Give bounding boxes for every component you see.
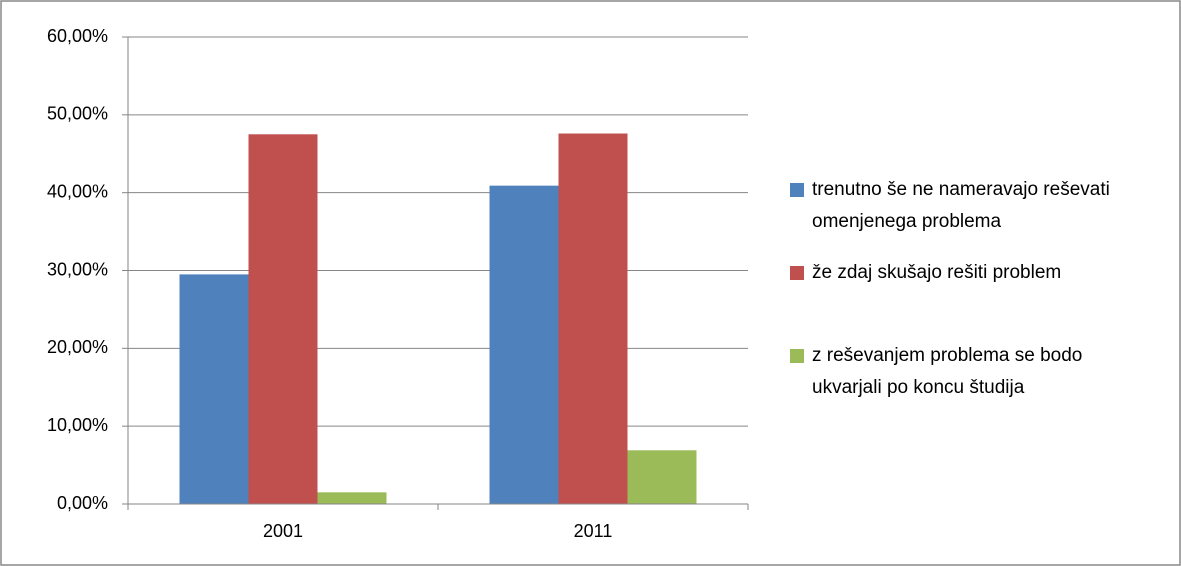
legend-swatch <box>790 183 804 197</box>
y-tick-label: 60,00% <box>47 26 108 46</box>
bar <box>317 492 387 504</box>
legend-item: že zdaj skušajo rešiti problem <box>790 257 1170 289</box>
legend-label: z reševanjem problema se bodo ukvarjali … <box>812 345 1083 398</box>
legend-item: z reševanjem problema se bodo ukvarjali … <box>790 340 1170 404</box>
bar <box>179 274 249 504</box>
bar <box>489 185 559 504</box>
legend-label: trenutno še ne nameravajo reševati omenj… <box>812 179 1110 232</box>
legend-label: že zdaj skušajo rešiti problem <box>812 262 1062 283</box>
legend-swatch <box>790 266 804 280</box>
x-tick-label: 2011 <box>574 521 613 541</box>
x-tick-label: 2001 <box>263 521 303 541</box>
y-tick-label: 30,00% <box>47 259 108 279</box>
y-tick-label: 50,00% <box>47 104 108 124</box>
y-tick-label: 0,00% <box>57 493 108 513</box>
bar <box>558 133 628 504</box>
bar <box>248 134 318 504</box>
y-tick-label: 40,00% <box>47 181 108 201</box>
y-tick-label: 20,00% <box>47 337 108 357</box>
legend-swatch <box>790 349 804 363</box>
bar <box>627 450 697 504</box>
y-tick-label: 10,00% <box>47 415 108 435</box>
legend-item: trenutno še ne nameravajo reševati omenj… <box>790 174 1170 238</box>
